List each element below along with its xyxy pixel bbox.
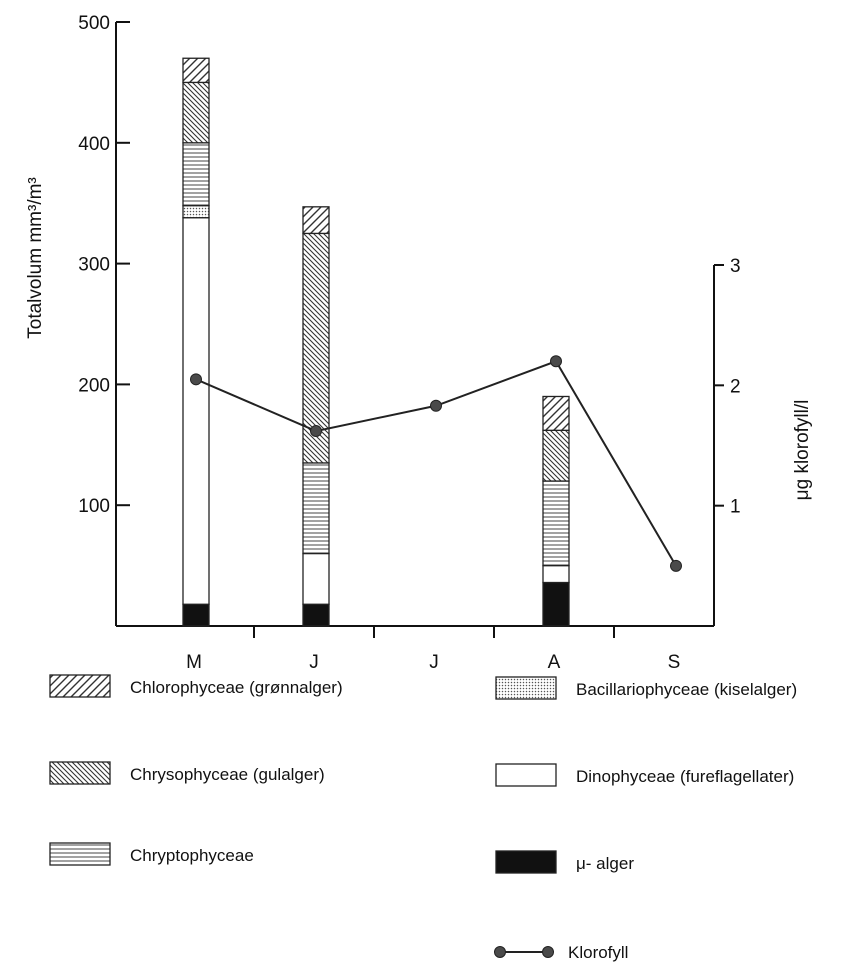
legend-swatch-diagonal: [49, 674, 111, 698]
legend-label: μ- alger: [576, 854, 634, 873]
bar-segment-solid-black-1: [302, 603, 330, 627]
bar-segment-horizontal-0: [182, 142, 210, 207]
klorofyll-point-2: [430, 399, 442, 412]
klorofyll-point-3: [550, 355, 562, 368]
legend-swatch-horizontal: [49, 842, 111, 866]
x-tick-label: M: [186, 652, 202, 673]
bar-segment-diagonal-dense-0: [182, 81, 210, 144]
y-left-tick-label: 400: [78, 134, 110, 155]
y-left-tick-label: 100: [78, 496, 110, 517]
legend-klorofyll-dot-end: [542, 946, 554, 958]
y-right-tick-label: 3: [730, 256, 741, 277]
bar-segment-diagonal-0: [182, 57, 210, 84]
y-axis-right-ticks: 1 2 3: [714, 256, 741, 518]
y-left-tick-label: 500: [78, 13, 110, 34]
bar-segment-diagonal-dense-3: [542, 429, 570, 482]
bar-segment-white-0: [182, 217, 210, 605]
klorofyll-line-layer: [190, 355, 682, 572]
legend-label: Chlorophyceae (grønnalger): [130, 678, 343, 697]
bar-segment-white-3: [542, 564, 570, 584]
x-tick-label: A: [548, 652, 561, 673]
bar-segment-solid-black-3: [542, 581, 570, 627]
y-axis-left-ticks: 100 200 300 400 500: [78, 13, 130, 517]
bar-segment-white-1: [302, 552, 330, 605]
klorofyll-line: [195, 360, 677, 567]
legend-label: Dinophyceae (fureflagellater): [576, 767, 794, 786]
x-tick-label: J: [429, 652, 439, 673]
legend-label: Klorofyll: [568, 943, 628, 962]
legend-swatch-dotted: [495, 676, 557, 700]
bar-segment-horizontal-3: [542, 480, 570, 567]
klorofyll-point-1: [310, 425, 322, 438]
bar-segment-horizontal-1: [302, 462, 330, 555]
legend-swatch-diagonal-dense: [49, 761, 111, 785]
legend-label: Chrysophyceae (gulalger): [130, 765, 325, 784]
legend: Chlorophyceae (grønnalger) Bacillariophyc…: [49, 674, 797, 962]
legend-label: Bacillariophyceae (kiselalger): [576, 680, 797, 699]
legend-klorofyll-dot-start: [494, 946, 506, 958]
y-right-tick-label: 1: [730, 497, 741, 518]
klorofyll-point-0: [190, 373, 202, 386]
legend-swatch-white: [495, 763, 557, 787]
bar-segment-solid-black-0: [182, 603, 210, 627]
bar-segment-diagonal-dense-1: [302, 232, 330, 464]
bar-segment-diagonal-3: [542, 395, 570, 431]
legend-label: Chryptophyceae: [130, 846, 254, 865]
bar-segment-diagonal-1: [302, 206, 330, 235]
y-left-tick-label: 200: [78, 375, 110, 396]
y-right-tick-label: 2: [730, 376, 741, 397]
x-tick-label: J: [309, 652, 319, 673]
legend-swatch-solid-black: [495, 850, 557, 874]
x-tick-label: S: [668, 652, 681, 673]
y-left-tick-label: 300: [78, 255, 110, 276]
y-axis-right-label: μg klorofyll/l: [792, 400, 813, 501]
y-axis-left-label: Totalvolum mm³/m³: [25, 177, 46, 339]
klorofyll-point-4: [670, 559, 682, 572]
stacked-bars: [182, 57, 570, 627]
bar-segment-dotted-0: [182, 204, 210, 219]
